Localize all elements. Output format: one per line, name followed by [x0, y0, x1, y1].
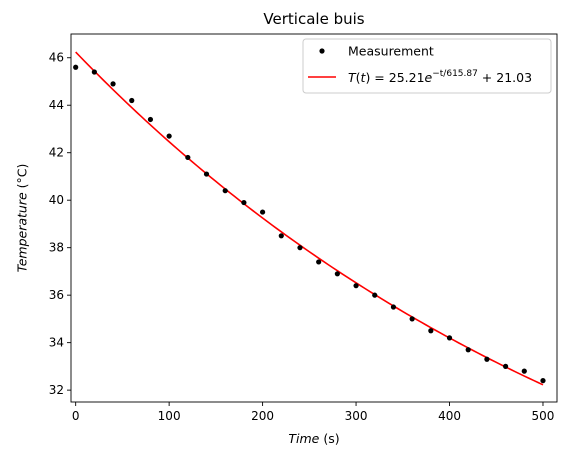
measurement-point — [334, 271, 340, 277]
x-tick-label: 100 — [158, 409, 181, 423]
measurement-point — [316, 259, 322, 265]
measurement-point — [147, 116, 154, 123]
y-tick-label: 42 — [49, 146, 64, 160]
x-axis-label-unit: (s) — [319, 431, 339, 446]
measurement-point — [91, 69, 97, 75]
y-tick-label: 44 — [49, 98, 64, 112]
x-tick-label: 0 — [72, 409, 80, 423]
measurement-point — [428, 328, 434, 334]
y-tick-label: 32 — [49, 383, 64, 397]
ticks-layer: 0 100 200 300 400 500 32 34 36 38 40 42 44 46 — [49, 51, 555, 423]
legend-fit-e: e — [425, 70, 433, 85]
legend-fit-amplitude: ) = 25.21 — [365, 70, 424, 85]
measurement-point — [540, 378, 546, 384]
legend-measurement-marker — [319, 48, 325, 54]
measurement-point — [259, 209, 266, 215]
x-tick-label: 400 — [438, 409, 461, 423]
legend: Measurement T(t) = 25.21e−t/615.87 + 21.… — [302, 38, 552, 94]
measurement-point — [390, 304, 397, 310]
measurement-point — [73, 64, 79, 70]
measurement-point — [353, 283, 359, 289]
measurement-point — [185, 154, 191, 161]
measurement-point — [110, 81, 116, 87]
measurement-point — [129, 97, 135, 104]
measurement-point — [297, 245, 303, 251]
x-axis-label-name: Time — [288, 431, 319, 446]
x-tick-label: 200 — [251, 409, 274, 423]
x-tick-label: 500 — [532, 409, 555, 423]
legend-fit-exponent: −t/615.87 — [432, 69, 478, 79]
fit-curve — [75, 51, 544, 386]
measurement-point — [372, 292, 378, 298]
legend-fit-label: T(t) = 25.21e−t/615.87 + 21.03 — [348, 69, 532, 85]
measurement-point — [203, 171, 210, 177]
axes-frame — [70, 33, 558, 403]
y-tick-label: 38 — [49, 241, 64, 255]
measurement-point — [409, 316, 415, 322]
measurement-point — [222, 188, 228, 194]
measurement-point — [166, 133, 172, 139]
chart-title: Verticale buis — [263, 10, 364, 28]
measurement-point — [502, 363, 509, 369]
measurement-point — [484, 356, 490, 362]
measurement-point — [278, 233, 284, 239]
legend-box — [302, 38, 552, 94]
plot-area-border — [70, 33, 558, 403]
measurement-point — [521, 368, 527, 374]
legend-fit-t-var: t — [361, 70, 367, 85]
measurement-points-layer — [73, 64, 546, 384]
legend-fit-offset: + 21.03 — [478, 70, 532, 85]
legend-fit-t-func: T — [348, 70, 357, 85]
legend-measurement-label: Measurement — [348, 44, 434, 59]
x-tick-label: 300 — [345, 409, 368, 423]
measurement-point — [241, 199, 247, 206]
y-tick-label: 34 — [49, 336, 64, 350]
y-axis-label-unit: (°C) — [14, 164, 29, 193]
measurement-point — [465, 347, 471, 353]
y-axis-label: Temperature (°C) — [14, 164, 29, 273]
y-tick-label: 36 — [49, 288, 64, 302]
x-axis-label: Time (s) — [288, 431, 339, 446]
measurement-point — [446, 335, 453, 341]
fit-curve-layer — [75, 51, 544, 386]
y-tick-label: 46 — [49, 51, 64, 65]
legend-fit-paren-open: ( — [356, 70, 361, 85]
y-axis-label-name: Temperature — [14, 192, 29, 272]
y-tick-label: 40 — [49, 193, 64, 207]
